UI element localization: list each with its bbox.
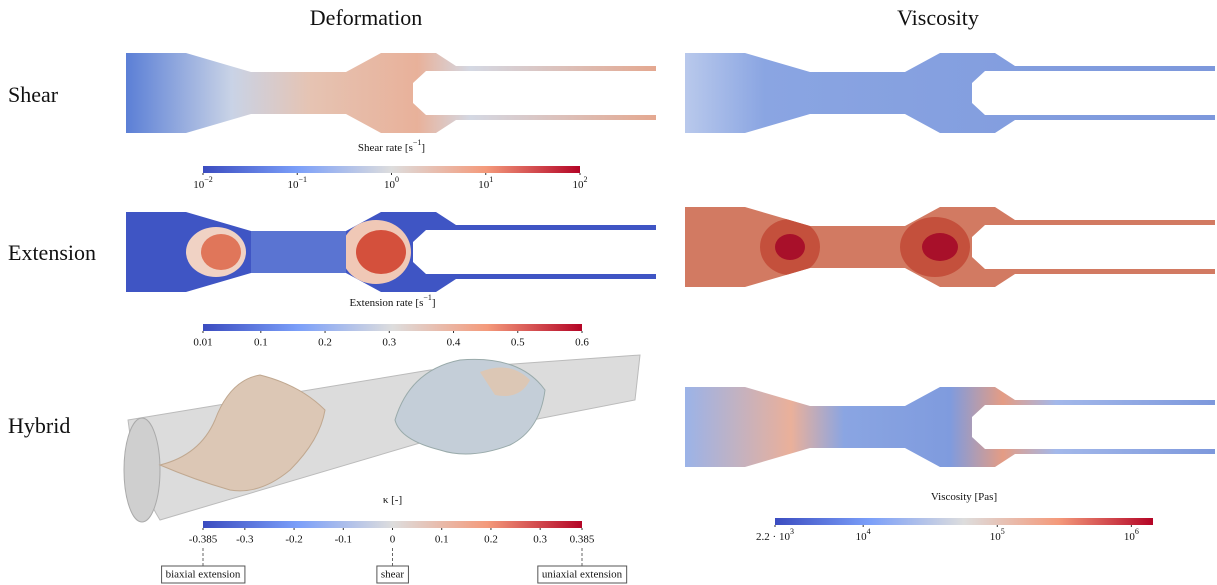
viscosity-extension-field <box>685 207 1215 287</box>
tick-label: 10−1 <box>287 175 307 190</box>
extension-rate-field <box>126 212 656 292</box>
tick-exponent: 2 <box>584 175 588 184</box>
tick-base: 10 <box>990 531 1002 543</box>
title-text: Shear rate [s <box>358 142 413 154</box>
tick-label: 101 <box>478 175 493 190</box>
tick-label: 2.2 · 103 <box>756 527 794 542</box>
tick-base: 10 <box>287 179 299 191</box>
tick-exponent: −2 <box>204 175 213 184</box>
tick-exponent: 6 <box>1135 527 1139 536</box>
tick-exponent: −1 <box>298 175 307 184</box>
title-end: ] <box>421 142 425 154</box>
tick-base: 10 <box>856 531 868 543</box>
annotation-label: shear <box>381 569 405 581</box>
colorbar-title: Shear rate [s−1] <box>358 138 425 153</box>
figure: Deformation Viscosity Shear Extension Hy… <box>0 0 1217 585</box>
tick-label: 0.6 <box>575 337 589 349</box>
tick-label: -0.385 <box>189 534 218 546</box>
colorbar <box>775 518 1153 525</box>
tick-label: 0.2 <box>484 534 498 546</box>
title-text: κ [-] <box>383 494 402 506</box>
tick-label: 106 <box>1124 527 1139 542</box>
tick-exponent: 0 <box>395 175 399 184</box>
tick-label: -0.3 <box>236 534 254 546</box>
colorbar <box>203 166 580 173</box>
colorbar <box>203 324 582 331</box>
title-text: Viscosity [Pas] <box>931 491 997 503</box>
tick-base: 10 <box>384 179 396 191</box>
tick-label: 0.2 <box>318 337 332 349</box>
tick-label: 0.4 <box>447 337 461 349</box>
tick-label: 0.385 <box>570 534 595 546</box>
tick-base: 10 <box>1124 531 1136 543</box>
annotation-label: uniaxial extension <box>542 569 623 581</box>
colorbar-title: Extension rate [s−1] <box>349 293 435 308</box>
tick-exponent: 3 <box>790 527 794 536</box>
tick-label: 100 <box>384 175 399 190</box>
tick-label: 0.1 <box>254 337 268 349</box>
tick-base: 10 <box>573 179 585 191</box>
tick-base: 10 <box>478 179 490 191</box>
shear-rate-field <box>126 53 656 133</box>
tick-exponent: 5 <box>1001 527 1005 536</box>
tick-exponent: 1 <box>489 175 493 184</box>
tick-label: 0.3 <box>533 534 547 546</box>
colorbar <box>203 521 582 528</box>
tick-label: 10−2 <box>193 175 213 190</box>
tick-label: -0.1 <box>335 534 352 546</box>
tick-base: 10 <box>193 179 205 191</box>
row-label: Shear <box>8 82 59 107</box>
row-label: Hybrid <box>8 413 70 438</box>
annotation-label: biaxial extension <box>166 569 241 581</box>
tick-label: 0.01 <box>193 337 212 349</box>
tick-label: 105 <box>990 527 1005 542</box>
colorbar-title: κ [-] <box>383 494 402 506</box>
tick-label: 0.3 <box>382 337 396 349</box>
title-end: ] <box>432 297 436 309</box>
title-text: Extension rate [s <box>349 297 423 309</box>
viscosity-hybrid-field <box>685 387 1215 467</box>
tick-exponent: 4 <box>867 527 871 536</box>
column-header: Deformation <box>310 5 422 30</box>
tick-label: 0 <box>390 534 396 546</box>
tick-label: 0.5 <box>511 337 525 349</box>
title-exponent: −1 <box>423 293 432 302</box>
colorbar-title: Viscosity [Pas] <box>931 491 997 503</box>
tick-label: -0.2 <box>285 534 302 546</box>
tick-label: 104 <box>856 527 871 542</box>
tick-label: 0.1 <box>435 534 449 546</box>
tick-base: 2.2 · 10 <box>756 531 790 543</box>
title-exponent: −1 <box>413 138 422 147</box>
row-label: Extension <box>8 240 96 265</box>
viscosity-shear-field <box>685 53 1215 133</box>
tick-label: 102 <box>573 175 588 190</box>
column-header: Viscosity <box>897 5 979 30</box>
